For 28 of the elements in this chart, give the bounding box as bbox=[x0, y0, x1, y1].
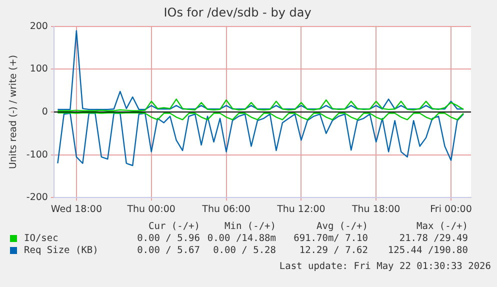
x-tick-label: Thu 12:00 bbox=[276, 204, 326, 215]
text: 0.00 / 5.67 bbox=[136, 245, 200, 256]
y-tick-label: 100 bbox=[30, 64, 48, 75]
text: Cur (-/+) bbox=[148, 221, 200, 232]
chart-title: IOs for /dev/sdb - by day bbox=[164, 5, 312, 20]
y-tick-label: -100 bbox=[26, 149, 48, 160]
x-tick-label: Fri 00:00 bbox=[430, 204, 472, 215]
text: 0.00 / 5.96 bbox=[136, 233, 200, 244]
text: 12.29 / 7.62 bbox=[298, 245, 368, 256]
x-tick-label: Wed 18:00 bbox=[50, 204, 102, 215]
y-axis-title: Units read (-) / write (+) bbox=[8, 54, 20, 170]
legend-label: Req Size (KB) bbox=[23, 245, 100, 256]
text: Max (-/+) bbox=[416, 221, 468, 232]
text: 0.00 /14.88m bbox=[206, 233, 276, 244]
y-tick-label: 200 bbox=[30, 20, 48, 32]
text: Last update: Fri May 22 01:30:33 2026 bbox=[279, 261, 491, 272]
text: 0.00 / 5.28 bbox=[212, 245, 276, 256]
text: 21.78 /29.49 bbox=[398, 233, 468, 244]
text: 125.44 /190.80 bbox=[386, 245, 468, 256]
x-tick-label: Thu 00:00 bbox=[126, 204, 176, 215]
x-tick-label: Thu 18:00 bbox=[350, 204, 400, 215]
y-tick-label: -200 bbox=[26, 192, 48, 204]
legend-label: IO/sec bbox=[23, 233, 60, 244]
text: Min (-/+) bbox=[224, 221, 276, 232]
x-tick-label: Thu 06:00 bbox=[201, 204, 250, 215]
text: Avg (-/+) bbox=[316, 221, 368, 232]
text: 691.70m/ 7.10 bbox=[292, 233, 368, 244]
y-tick-label: 0 bbox=[42, 106, 48, 118]
